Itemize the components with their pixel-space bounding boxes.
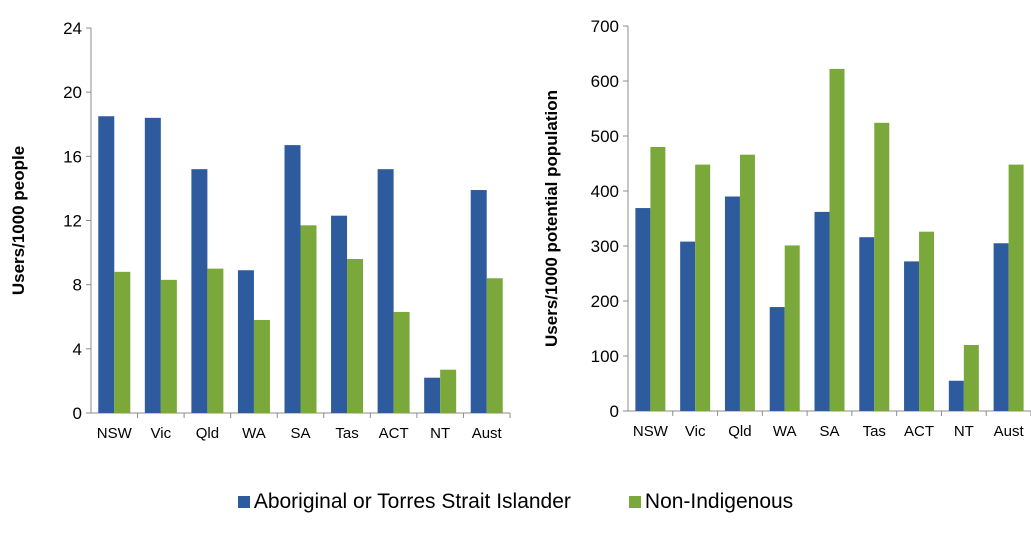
chart-right-y-tick-label: 400 (591, 182, 619, 201)
chart-right-bar-non-indigenous (829, 68, 845, 412)
chart-right-bar-non-indigenous (919, 231, 935, 411)
chart-left-bar-non-indigenous (300, 225, 317, 413)
chart-left-x-tick-label: NSW (97, 425, 133, 442)
legend-swatch-indigenous (237, 496, 250, 508)
chart-left-bar-non-indigenous (486, 278, 503, 413)
chart-right-bar-indigenous (859, 237, 875, 411)
chart-left-bar-indigenous (331, 215, 348, 413)
chart-right-bar-indigenous (635, 208, 651, 411)
chart-right-bar-indigenous (769, 307, 785, 411)
chart-right-bar-non-indigenous (874, 122, 890, 412)
chart-right-x-tick-label: NT (954, 423, 974, 440)
chart-right-y-tick-label: 200 (591, 292, 619, 311)
chart-right-bar-non-indigenous (650, 147, 666, 411)
chart-left-x-tick-label: Aust (472, 425, 503, 442)
chart-right-x-tick-label: Aust (994, 423, 1025, 440)
chart-right-x-tick-label: WA (773, 423, 797, 440)
chart-right-y-tick-label: 300 (591, 237, 619, 256)
chart-left-x-tick-label: Vic (151, 425, 172, 442)
legend-label-indigenous: Aboriginal or Torres Strait Islander (253, 490, 571, 513)
chart-right-bar-non-indigenous (963, 345, 979, 411)
chart-left-x-tick-label: Tas (335, 425, 358, 442)
legend-item-non-indigenous: Non-Indigenous (628, 490, 794, 514)
chart-right-bar-indigenous (814, 211, 830, 411)
chart-left-y-tick-label: 16 (63, 147, 82, 166)
chart-right-bar-indigenous (948, 380, 964, 411)
chart-left-y-tick-label: 24 (63, 19, 82, 38)
chart-right-y-tick-label: 500 (591, 127, 619, 146)
chart-left-bar-indigenous (470, 190, 487, 413)
chart-left-users-per-1000-people: 0 4 8 12 16 20 24 Users/1000 people NSW Vic Qld WA S… (9, 19, 511, 442)
chart-right-y-tick-label: 700 (591, 17, 619, 36)
chart-right-bar-indigenous (680, 241, 696, 411)
chart-left-bar-indigenous (424, 377, 441, 413)
chart-left-y-tick-label: 4 (73, 340, 82, 359)
chart-left-x-tick-label: NT (430, 425, 450, 442)
chart-left-bar-indigenous (98, 116, 115, 414)
chart-right-bar-non-indigenous (784, 245, 800, 411)
chart-left-x-tick-label: WA (242, 425, 266, 442)
chart-left-y-tick-label: 8 (73, 276, 82, 295)
chart-left-bar-non-indigenous (160, 279, 177, 413)
chart-right-bar-non-indigenous (739, 154, 755, 411)
chart-right-x-tick-label: Qld (728, 423, 751, 440)
chart-right-x-tick-label: ACT (904, 423, 934, 440)
chart-left-bar-non-indigenous (393, 311, 410, 413)
chart-right-x-tick-label: Vic (685, 423, 706, 440)
chart-right-bar-non-indigenous (695, 164, 711, 411)
chart-right-bar-non-indigenous (1008, 164, 1024, 411)
chart-right-bar-indigenous (904, 261, 920, 411)
legend: Aboriginal or Torres Strait Islander Non… (0, 482, 1031, 522)
legend-swatch-non-indigenous (628, 496, 641, 508)
chart-left-x-tick-label: ACT (379, 425, 409, 442)
chart-left-bar-non-indigenous (347, 259, 364, 413)
legend-item-indigenous: Aboriginal or Torres Strait Islander (237, 490, 571, 514)
chart-right-x-tick-label: Tas (863, 423, 886, 440)
chart-right-bar-indigenous (993, 243, 1009, 411)
chart-right-x-tick-label: SA (819, 423, 839, 440)
chart-left-bar-indigenous (237, 270, 254, 413)
chart-right-y-tick-label: 600 (591, 72, 619, 91)
chart-left-bar-indigenous (191, 169, 208, 413)
chart-left-y-axis-title: Users/1000 people (9, 146, 28, 295)
chart-right-y-tick-label: 100 (591, 347, 619, 366)
chart-left-y-tick-label: 12 (63, 212, 82, 231)
chart-left-bar-non-indigenous (253, 319, 270, 413)
chart-left-y-tick-label: 20 (63, 83, 82, 102)
chart-right-x-tick-label: NSW (633, 423, 669, 440)
chart-right-y-tick-label: 0 (610, 402, 619, 421)
chart-left-bar-indigenous (284, 145, 301, 413)
chart-left-y-tick-label: 0 (73, 404, 82, 423)
chart-right-bar-indigenous (724, 196, 740, 411)
chart-left-x-tick-label: SA (290, 425, 310, 442)
chart-right-y-axis-title: Users/1000 potential population (542, 90, 561, 347)
chart-right-users-per-1000-potential-population: 0 100 200 300 400 500 600 700 Users/1000 potenti… (542, 17, 1031, 440)
chart-left-bar-non-indigenous (207, 268, 224, 413)
legend-label-non-indigenous: Non-Indigenous (644, 490, 794, 513)
chart-left-bar-indigenous (144, 117, 161, 413)
chart-left-bar-non-indigenous (114, 271, 131, 413)
chart-left-bar-indigenous (377, 169, 394, 413)
chart-left-x-tick-label: Qld (196, 425, 219, 442)
chart-left-bar-non-indigenous (440, 369, 457, 413)
